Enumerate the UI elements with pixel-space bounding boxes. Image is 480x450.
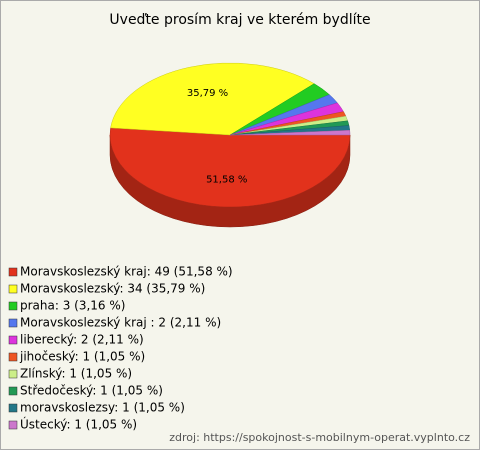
legend-swatch — [8, 386, 18, 396]
slice — [229, 129, 351, 136]
chart-title: Uveďte prosím kraj ve kterém bydlíte — [109, 12, 370, 28]
legend-label: praha: 3 (3,16 %) — [20, 299, 125, 313]
legend-label: Zlínský: 1 (1,05 %) — [20, 367, 132, 381]
legend-swatch — [8, 301, 18, 311]
legend-swatch — [8, 318, 18, 328]
legend-label: Moravskoslezský kraj : 2 (2,11 %) — [20, 316, 221, 330]
legend-swatch — [8, 267, 18, 277]
legend-swatch — [8, 403, 18, 413]
slice-label: 35,79 % — [187, 88, 228, 99]
legend-swatch — [8, 420, 18, 430]
legend-label: moravskoslezsy: 1 (1,05 %) — [20, 401, 185, 415]
legend-label: jihočeský: 1 (1,05 %) — [19, 350, 145, 364]
legend-swatch — [8, 284, 18, 294]
legend-label: Ústecký: 1 (1,05 %) — [20, 417, 137, 432]
legend-label: Moravskoslezský kraj: 49 (51,58 %) — [20, 265, 233, 279]
legend-label: Středočeský: 1 (1,05 %) — [20, 384, 163, 398]
slice — [110, 62, 315, 136]
legend-label: liberecký: 2 (2,11 %) — [20, 333, 144, 347]
legend-swatch — [8, 369, 18, 379]
legend-swatch — [8, 352, 18, 362]
legend-label: Moravskoslezský: 34 (35,79 %) — [20, 282, 205, 296]
slice — [109, 127, 351, 208]
source: zdroj: https://spokojnost-s-mobilnym-ope… — [169, 431, 470, 444]
legend-swatch — [8, 335, 18, 345]
slice-label: 51,58 % — [206, 175, 247, 186]
